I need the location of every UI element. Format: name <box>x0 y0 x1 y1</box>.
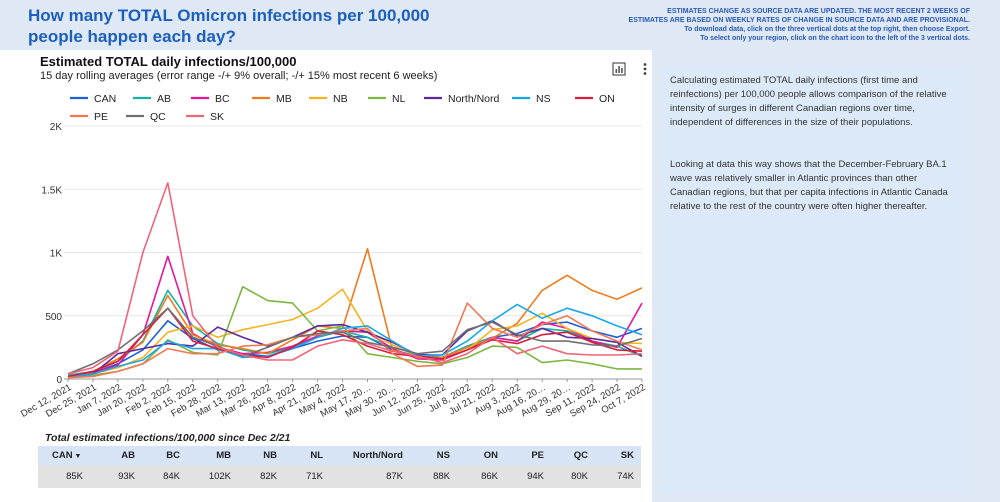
y-tick-label: 0 <box>56 375 62 386</box>
note-line-4: To select only your region, click on the… <box>700 35 970 42</box>
table-cell: 102K <box>208 471 231 482</box>
legend-label: AB <box>157 93 171 105</box>
more-options-icon[interactable] <box>638 62 652 76</box>
column-header-nb[interactable]: NB <box>263 450 277 461</box>
series-line-nb <box>67 288 643 378</box>
table-title: Total estimated infections/100,000 since… <box>45 432 291 444</box>
sort-desc-icon[interactable]: ▼ <box>72 453 82 460</box>
note-line-2: ESTIMATES ARE BASED ON WEEKLY RATES OF C… <box>628 17 970 24</box>
column-header-ns[interactable]: NS <box>436 450 450 461</box>
column-header-label: CAN <box>52 450 73 461</box>
series-line-bc <box>67 255 643 378</box>
series-line-ab <box>67 289 643 376</box>
column-header-nl[interactable]: NL <box>310 450 323 461</box>
table-cell: 88K <box>433 471 450 482</box>
legend-label: NL <box>392 93 406 105</box>
description-panel: Calculating estimated TOTAL daily infect… <box>662 66 966 494</box>
legend-label: CAN <box>94 93 116 105</box>
legend-label: ON <box>599 93 615 105</box>
table-cell: 94K <box>527 471 544 482</box>
legend-item-mb[interactable]: MB <box>252 93 292 105</box>
legend-item-nb[interactable]: NB <box>309 93 348 105</box>
column-header-on[interactable]: ON <box>483 450 498 461</box>
legend-label: BC <box>215 93 230 105</box>
chart-card <box>0 50 652 436</box>
series-line-ns <box>67 303 643 378</box>
note-line-1: ESTIMATES CHANGE AS SOURCE DATA ARE UPDA… <box>667 8 970 15</box>
column-header-ab[interactable]: AB <box>121 450 135 461</box>
table-header-row: CAN ▼ AB BC MB NB NL North/Nord NS ON PE QC SK <box>38 446 641 465</box>
table-cell: 85K <box>66 471 83 482</box>
legend-label: NS <box>536 93 551 105</box>
column-header-mb[interactable]: MB <box>216 450 231 461</box>
legend-item-pe[interactable]: PE <box>70 111 108 123</box>
table-cell: 74K <box>617 471 634 482</box>
page-header: How many TOTAL Omicron infections per 10… <box>0 0 1000 46</box>
page-title: How many TOTAL Omicron infections per 10… <box>28 6 430 46</box>
column-header-sk[interactable]: SK <box>620 450 634 461</box>
column-header-can[interactable]: CAN ▼ <box>52 450 81 461</box>
table-row: 85K 93K 84K 102K 82K 71K 87K 88K 86K 94K 80K 74K <box>38 465 641 488</box>
legend-item-ns[interactable]: NS <box>512 93 551 105</box>
legend-item-ab[interactable]: AB <box>133 93 171 105</box>
legend-item-can[interactable]: CAN <box>70 93 116 105</box>
note-line-3: To download data, click on the three ver… <box>684 26 970 33</box>
legend-item-sk[interactable]: SK <box>186 111 224 123</box>
column-header-bc[interactable]: BC <box>166 450 180 461</box>
y-tick-label: 500 <box>45 312 62 323</box>
table-cell: 84K <box>163 471 180 482</box>
series-line-qc <box>67 307 643 375</box>
table-cell: 87K <box>386 471 403 482</box>
column-header-pe[interactable]: PE <box>531 450 544 461</box>
description-paragraph-2: Looking at data this way shows that the … <box>670 159 948 212</box>
legend-item-bc[interactable]: BC <box>191 93 230 105</box>
legend-label: SK <box>210 111 224 123</box>
legend-label: PE <box>94 111 108 123</box>
legend-label: NB <box>333 93 348 105</box>
legend-label: MB <box>276 93 292 105</box>
chart-title: Estimated TOTAL daily infections/100,000 <box>40 54 297 69</box>
chart-subtitle: 15 day rolling averages (error range -/+… <box>40 70 438 82</box>
legend-item-nl[interactable]: NL <box>368 93 406 105</box>
y-tick-label: 1.5K <box>41 185 62 196</box>
series-line-mb <box>67 247 643 378</box>
legend-item-on[interactable]: ON <box>575 93 615 105</box>
legend-item-qc[interactable]: QC <box>126 111 166 123</box>
y-tick-label: 2K <box>50 122 63 133</box>
series-line-sk <box>67 182 643 375</box>
series-line-pe <box>67 302 643 379</box>
table-cell: 80K <box>571 471 588 482</box>
y-tick-label: 1K <box>50 249 63 260</box>
legend-item-northnord[interactable]: North/Nord <box>424 93 500 105</box>
legend-label: QC <box>150 111 166 123</box>
column-header-qc[interactable]: QC <box>573 450 588 461</box>
header-note: ESTIMATES CHANGE AS SOURCE DATA ARE UPDA… <box>550 7 970 43</box>
table-cell: 93K <box>118 471 135 482</box>
chart-type-icon[interactable] <box>612 62 626 76</box>
legend-label: North/Nord <box>448 93 500 105</box>
table-cell: 71K <box>306 471 323 482</box>
column-header-northnord[interactable]: North/Nord <box>352 450 403 461</box>
table-cell: 86K <box>481 471 498 482</box>
table-cell: 82K <box>260 471 277 482</box>
description-paragraph-1: Calculating estimated TOTAL daily infect… <box>670 75 947 128</box>
